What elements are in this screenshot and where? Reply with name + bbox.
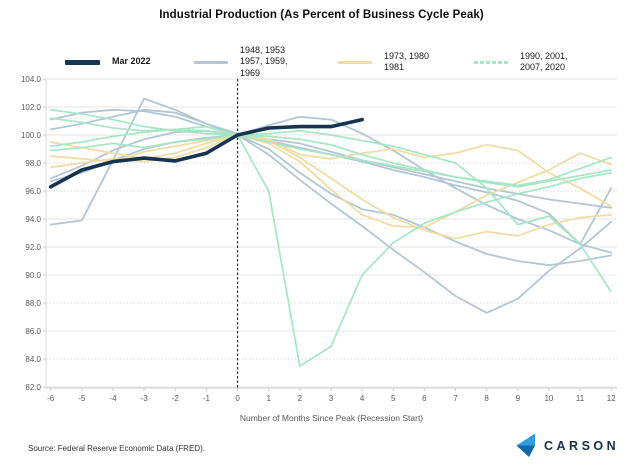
series-line-1953 bbox=[49, 115, 613, 254]
x-tick-label: -6 bbox=[47, 394, 55, 403]
legend-swatch-mar-2022 bbox=[65, 59, 100, 65]
legend-label-1948-group: 1948, 1953 1957, 1959, 1969 bbox=[240, 44, 288, 78]
legend: Mar 2022 1948, 1953 1957, 1959, 1969 197… bbox=[0, 40, 643, 84]
source-note: Source: Federal Reserve Economic Data (F… bbox=[28, 444, 205, 453]
x-tick-label: 9 bbox=[516, 394, 521, 403]
y-tick-label: 88.0 bbox=[25, 299, 41, 308]
x-axis-title: Number of Months Since Peak (Recession S… bbox=[239, 413, 424, 423]
legend-swatch-1948-group bbox=[194, 60, 228, 64]
x-tick-label: 1 bbox=[266, 394, 271, 403]
line-chart: 104.0 102.0 100.0 98.0 96.0 94.0 92.0 90.0 88.0 8… bbox=[21, 75, 617, 403]
y-tick-label: 104.0 bbox=[21, 75, 42, 84]
x-tick-label: -1 bbox=[203, 394, 211, 403]
series-line-2001 bbox=[49, 108, 613, 187]
x-tick-label: -2 bbox=[172, 394, 180, 403]
y-tick-label: 100.0 bbox=[21, 131, 42, 140]
chart-title: Industrial Production (As Percent of Bus… bbox=[159, 9, 484, 21]
x-tick-label: 8 bbox=[484, 394, 489, 403]
legend-item-1948-group: 1948, 1953 1957, 1959, 1969 bbox=[194, 40, 288, 84]
series-line-2007 bbox=[49, 117, 613, 293]
x-tick-label: 2 bbox=[298, 394, 303, 403]
series-line-1969 bbox=[49, 129, 613, 246]
series-line-2020 bbox=[49, 134, 613, 367]
legend-label-mar-2022: Mar 2022 bbox=[112, 56, 151, 67]
y-tick-label: 90.0 bbox=[25, 271, 41, 280]
legend-item-1973-group: 1973, 1980 1981 bbox=[338, 40, 429, 84]
legend-item-mar-2022: Mar 2022 bbox=[65, 40, 151, 84]
x-tick-label: 4 bbox=[360, 394, 365, 403]
carson-logo-icon bbox=[516, 433, 535, 457]
y-tick-label: 92.0 bbox=[25, 243, 41, 252]
x-tick-label: 5 bbox=[391, 394, 396, 403]
y-tick-label: 94.0 bbox=[25, 215, 41, 224]
series-line-mar-2022 bbox=[48, 117, 364, 189]
legend-label-1990-group: 1990, 2001, 2007, 2020 bbox=[520, 50, 568, 73]
x-tick-label: 12 bbox=[607, 394, 616, 403]
y-tick-label: 84.0 bbox=[25, 355, 41, 364]
x-tick-label: -3 bbox=[141, 394, 149, 403]
y-tick-label: 98.0 bbox=[25, 159, 41, 168]
x-tick-label: 11 bbox=[576, 394, 585, 403]
brand-logo: CARSON bbox=[514, 433, 619, 458]
series-line-1980 bbox=[49, 134, 613, 229]
series-line-1957 bbox=[49, 108, 613, 314]
series-line-1981 bbox=[49, 134, 613, 240]
y-tick-label: 102.0 bbox=[21, 103, 42, 112]
series-line-1948 bbox=[49, 108, 613, 267]
legend-swatch-1973-group bbox=[338, 60, 372, 64]
series-line-1973 bbox=[49, 134, 613, 208]
x-tick-label: -5 bbox=[78, 394, 86, 403]
x-tick-label: 10 bbox=[544, 394, 553, 403]
brand-name: CARSON bbox=[544, 438, 620, 453]
legend-label-1973-group: 1973, 1980 1981 bbox=[384, 50, 430, 73]
legend-item-1990-group: 1990, 2001, 2007, 2020 bbox=[474, 40, 568, 84]
y-tick-label: 82.0 bbox=[25, 383, 41, 392]
y-tick-label: 96.0 bbox=[25, 187, 41, 196]
x-tick-label: 3 bbox=[329, 394, 334, 403]
x-tick-label: 6 bbox=[422, 394, 427, 403]
x-tick-label: -4 bbox=[109, 394, 117, 403]
x-tick-label: 7 bbox=[453, 394, 458, 403]
legend-swatch-1990-group bbox=[474, 60, 508, 64]
x-tick-label: 0 bbox=[235, 394, 240, 403]
series-line-1990 bbox=[49, 128, 613, 188]
y-tick-label: 86.0 bbox=[25, 327, 41, 336]
